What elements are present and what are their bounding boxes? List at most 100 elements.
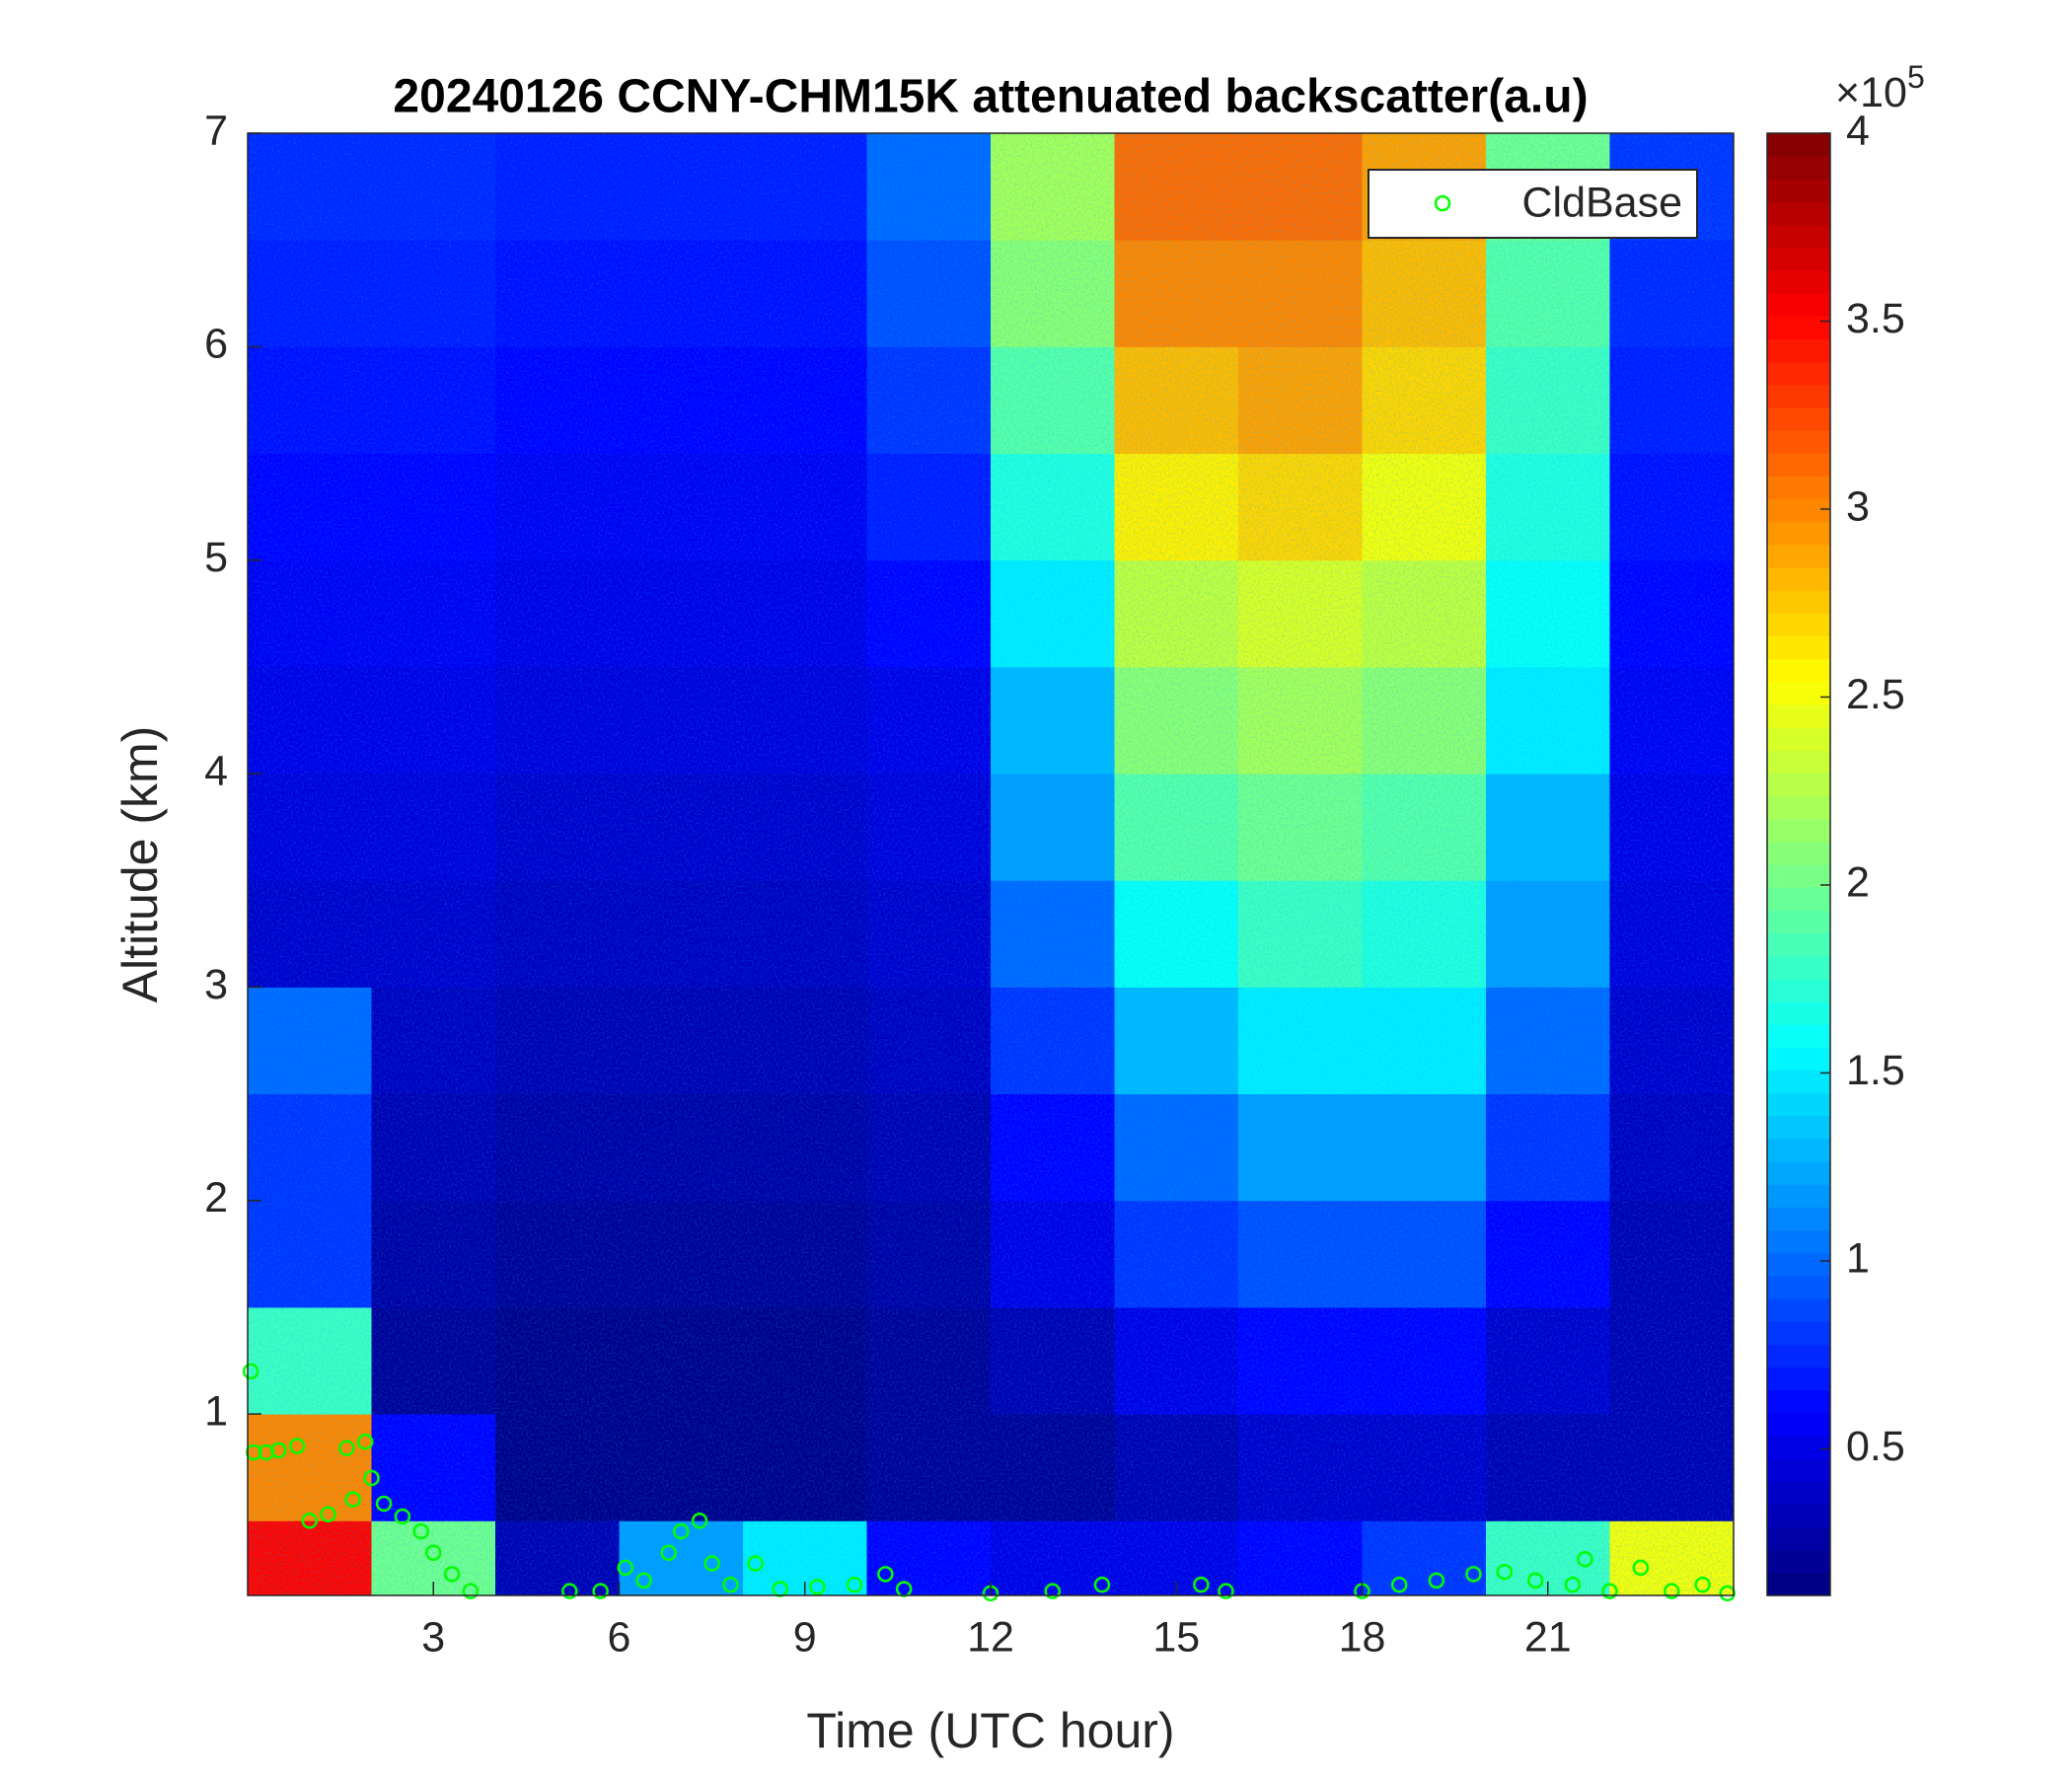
colorbar-swatch xyxy=(1767,224,1830,249)
cloud-base-point xyxy=(1428,1572,1445,1590)
cloud-base-point xyxy=(660,1544,677,1561)
cloud-base-point xyxy=(1193,1576,1210,1593)
cloud-base-point xyxy=(691,1513,708,1529)
colorbar-swatch xyxy=(1767,1184,1830,1208)
colorbar-multiplier: ×105 xyxy=(1835,59,1925,116)
cloud-base-point xyxy=(592,1583,609,1599)
cloud-base-point xyxy=(320,1506,336,1523)
cloud-base-point xyxy=(1601,1583,1618,1599)
legend-label: CldBase xyxy=(1521,179,1682,226)
cloud-base-point xyxy=(747,1555,764,1572)
colorbar-swatch xyxy=(1767,1297,1830,1322)
cloud-base-point xyxy=(375,1495,393,1513)
y-tick-label: 7 xyxy=(204,107,228,154)
colorbar-swatch xyxy=(1767,544,1830,568)
colorbar-swatch xyxy=(1767,133,1830,157)
colorbar-swatch xyxy=(1767,841,1830,865)
cloud-base-point xyxy=(1044,1583,1061,1599)
colorbar-swatch xyxy=(1767,613,1830,637)
colorbar-tick-label: 3 xyxy=(1846,482,1870,530)
colorbar-swatch xyxy=(1767,384,1830,408)
colorbar-swatch xyxy=(1767,201,1830,226)
colorbar-swatch xyxy=(1767,818,1830,843)
y-tick-label: 3 xyxy=(204,961,228,1008)
cloud-base-point xyxy=(443,1566,461,1583)
cloud-base-point xyxy=(242,1363,259,1380)
legend-marker xyxy=(1434,194,1451,212)
colorbar-swatch xyxy=(1767,1321,1830,1345)
colorbar-swatch xyxy=(1767,1504,1830,1528)
colorbar-swatch xyxy=(1767,1412,1830,1437)
cloud-base-point xyxy=(301,1513,318,1529)
cloud-base-point xyxy=(1632,1559,1650,1577)
colorbar-swatch xyxy=(1767,1252,1830,1277)
colorbar-swatch xyxy=(1767,795,1830,820)
colorbar-swatch xyxy=(1767,156,1830,180)
cloud-base-point xyxy=(1564,1576,1582,1593)
colorbar-swatch xyxy=(1767,681,1830,705)
colorbar-swatch xyxy=(1767,1435,1830,1459)
colorbar-swatch xyxy=(1767,1275,1830,1299)
colorbar-swatch xyxy=(1767,407,1830,431)
cloud-base-point xyxy=(363,1469,380,1487)
cloud-base-point xyxy=(1496,1563,1514,1581)
colorbar-swatch xyxy=(1767,1229,1830,1254)
colorbar-swatch xyxy=(1767,773,1830,797)
x-tick-label: 12 xyxy=(967,1613,1014,1661)
colorbar-swatch xyxy=(1767,932,1830,957)
cloud-base-point xyxy=(270,1442,287,1459)
x-tick-label: 6 xyxy=(608,1613,631,1661)
colorbar: 0.5 1 1.5 2 2.5 3 3.5 4 xyxy=(1766,107,1905,1596)
colorbar-tick-label: 3.5 xyxy=(1846,295,1905,342)
x-axis-label: Time (UTC hour) xyxy=(806,1703,1174,1758)
colorbar-tick-label: 0.5 xyxy=(1846,1423,1905,1470)
colorbar-swatch xyxy=(1767,1367,1830,1391)
colorbar-tick-label: 1.5 xyxy=(1846,1047,1905,1094)
colorbar-swatch xyxy=(1767,1458,1830,1482)
colorbar-swatch xyxy=(1767,1070,1830,1094)
colorbar-swatch xyxy=(1767,1161,1830,1185)
y-tick-label: 6 xyxy=(204,321,228,368)
colorbar-frame xyxy=(1766,132,1831,1596)
scatter-layer xyxy=(242,1363,1736,1602)
colorbar-swatch xyxy=(1767,1092,1830,1117)
colorbar-swatch xyxy=(1767,338,1830,363)
y-axis-label: Altitude (km) xyxy=(112,726,168,1003)
cloud-base-point xyxy=(1664,1583,1680,1599)
cloud-base-point xyxy=(425,1544,442,1561)
colorbar-swatch xyxy=(1767,430,1830,454)
cloud-base-point xyxy=(703,1555,720,1572)
y-tick-label: 4 xyxy=(204,747,228,794)
multiplier-base: ×10 xyxy=(1835,69,1907,116)
cloud-base-point xyxy=(846,1576,863,1593)
colorbar-swatch xyxy=(1767,703,1830,728)
y-tick-label: 5 xyxy=(204,534,228,581)
colorbar-swatch xyxy=(1767,498,1830,523)
cloud-base-point xyxy=(1218,1583,1234,1599)
colorbar-swatch xyxy=(1767,1344,1830,1369)
cloud-base-point xyxy=(1465,1566,1482,1583)
colorbar-swatch xyxy=(1767,590,1830,614)
cloud-base-point xyxy=(412,1522,429,1540)
y-tick-label: 1 xyxy=(204,1387,228,1435)
cloud-base-point xyxy=(462,1583,480,1599)
colorbar-swatch xyxy=(1767,269,1830,294)
x-tick-label: 9 xyxy=(793,1613,817,1661)
chart-title: 20240126 CCNY-CHM15K attenuated backscat… xyxy=(393,71,1588,123)
colorbar-swatch xyxy=(1767,955,1830,980)
cloud-base-point xyxy=(394,1508,411,1525)
colorbar-swatch xyxy=(1767,476,1830,500)
colorbar-swatch xyxy=(1767,453,1830,477)
x-tick-label: 21 xyxy=(1524,1613,1572,1661)
colorbar-swatch xyxy=(1767,1481,1830,1505)
cloud-base-point xyxy=(809,1579,826,1595)
colorbar-swatch xyxy=(1767,1047,1830,1072)
colorbar-swatch xyxy=(1767,1115,1830,1140)
colorbar-swatch xyxy=(1767,1138,1830,1162)
colorbar-tick-label: 2 xyxy=(1846,858,1870,906)
colorbar-swatch xyxy=(1767,635,1830,660)
colorbar-swatch xyxy=(1767,887,1830,911)
colorbar-swatch xyxy=(1767,1572,1830,1596)
cloud-base-point xyxy=(673,1522,690,1540)
